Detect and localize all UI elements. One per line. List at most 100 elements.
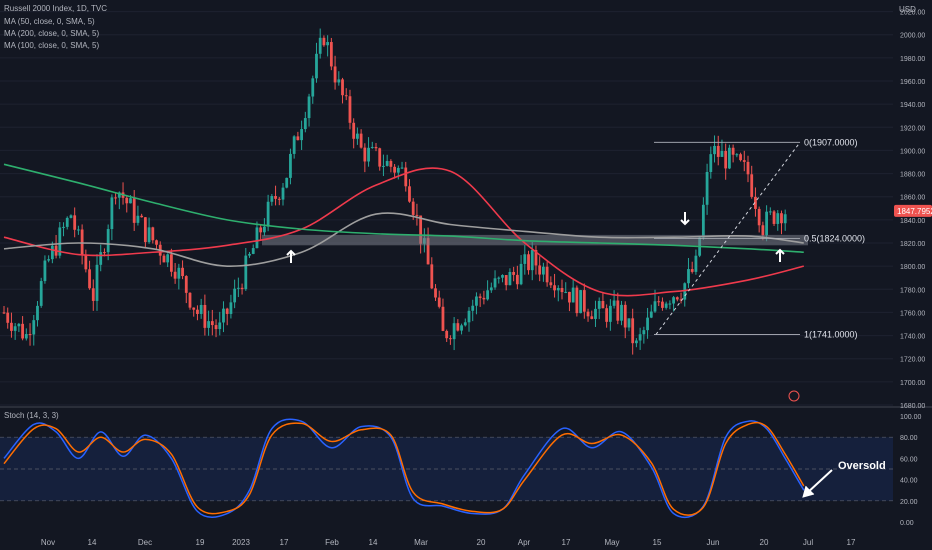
candle-body (508, 271, 512, 286)
legend-ma200: MA (200, close, 0, SMA, 5) (4, 29, 100, 38)
candle-body (460, 325, 463, 331)
time-tick: May (604, 538, 619, 547)
candle-body (62, 226, 65, 228)
price-tick: 1740.00 (900, 334, 925, 341)
stoch-tick: 100.00 (900, 414, 922, 421)
candle-body (694, 255, 698, 272)
candle-body (720, 150, 724, 157)
time-tick: 17 (562, 538, 571, 547)
arrow-head (680, 219, 690, 226)
candle-body (192, 307, 196, 310)
candle-body (701, 204, 705, 238)
candle-body (396, 167, 400, 173)
support-zone (262, 234, 808, 246)
oversold-arrow-head (802, 485, 815, 498)
candle-body (177, 267, 181, 279)
time-tick: Jul (803, 538, 813, 547)
time-axis: Nov 14 Dec 19 2023 17 Feb 14 Mar 20 Apr 17 May 15 Jun 2… (41, 538, 856, 547)
candle-body (623, 304, 627, 328)
candle-body (236, 287, 240, 289)
stoch-line-1 (3, 421, 805, 516)
candle-body (653, 301, 657, 312)
candle-body (545, 266, 549, 283)
candle-body (292, 136, 296, 154)
candle-body (620, 304, 623, 321)
price-tick: 1760.00 (900, 310, 925, 317)
candle-body (248, 253, 251, 256)
candle-body (91, 288, 95, 301)
candle-body (742, 160, 746, 162)
arrow-head (286, 249, 296, 256)
oversold-label: Oversold (838, 460, 886, 472)
candle-body (140, 215, 144, 218)
candle-body (285, 177, 289, 188)
candle-body (17, 323, 21, 327)
candle-body (415, 214, 419, 216)
price-tick: 1860.00 (900, 195, 925, 202)
candle-body (300, 129, 303, 141)
candle-body (2, 312, 6, 314)
candle-body (24, 334, 28, 339)
candle-body (125, 197, 129, 204)
candle-body (322, 37, 326, 46)
candle-body (530, 250, 534, 271)
candle-body (571, 287, 575, 303)
candles (2, 28, 787, 355)
candle-body (664, 303, 668, 308)
candle-body (36, 305, 39, 321)
candle-body (114, 197, 117, 199)
candle-body (69, 215, 73, 218)
lightning-icon (788, 390, 800, 402)
time-tick: 15 (653, 538, 662, 547)
stoch-tick: 40.00 (900, 478, 918, 485)
candle-body (337, 79, 341, 83)
candle-body (270, 196, 274, 202)
candle-body (489, 287, 493, 291)
candle-body (437, 297, 441, 307)
fib-levels: 0(1907.0000) 0.5(1824.0000) 1(1741.0000) (654, 137, 865, 339)
candle-body (129, 198, 132, 204)
candle-body (155, 240, 158, 245)
candle-body (370, 146, 374, 148)
candle-body (65, 217, 69, 227)
price-axis: 1680.00 1700.00 1720.00 1740.00 1760.00 1780.… (894, 10, 932, 410)
candle-body (240, 287, 244, 290)
candle-body (162, 255, 166, 263)
last-price-tag (894, 204, 932, 217)
candle-body (590, 316, 594, 319)
candle-body (58, 227, 62, 256)
candle-body (582, 290, 586, 312)
candle-body (568, 291, 571, 303)
price-tick: 1920.00 (900, 125, 925, 132)
fib-label: 0(1907.0000) (804, 137, 858, 147)
time-tick: 17 (280, 538, 289, 547)
candle-body (716, 145, 720, 157)
candle-body (675, 297, 679, 300)
candle-body (556, 287, 560, 291)
candle-body (657, 301, 661, 303)
candle-body (184, 276, 188, 293)
candle-body (95, 264, 99, 301)
candle-body (452, 323, 456, 340)
candle-body (408, 186, 411, 202)
candle-body (77, 229, 80, 231)
candle-body (382, 165, 385, 167)
candle-body (103, 252, 106, 254)
time-tick: 14 (88, 538, 97, 547)
candle-body (728, 147, 731, 169)
legend-ma50: MA (50, close, 0, SMA, 5) (4, 17, 95, 26)
candle-body (389, 161, 393, 167)
candle-body (746, 161, 750, 175)
candle-body (39, 281, 43, 306)
price-tick: 1780.00 (900, 287, 925, 294)
candle-body (344, 95, 348, 97)
stoch-tick: 20.00 (900, 499, 918, 506)
fib-label: 1(1741.0000) (804, 329, 858, 339)
candle-body (80, 229, 84, 255)
candle-body (709, 154, 713, 173)
candle-body (608, 305, 612, 322)
candle-body (274, 196, 277, 199)
time-tick: 19 (196, 538, 205, 547)
legend-title: Russell 2000 Index, 1D, TVC (4, 4, 108, 13)
